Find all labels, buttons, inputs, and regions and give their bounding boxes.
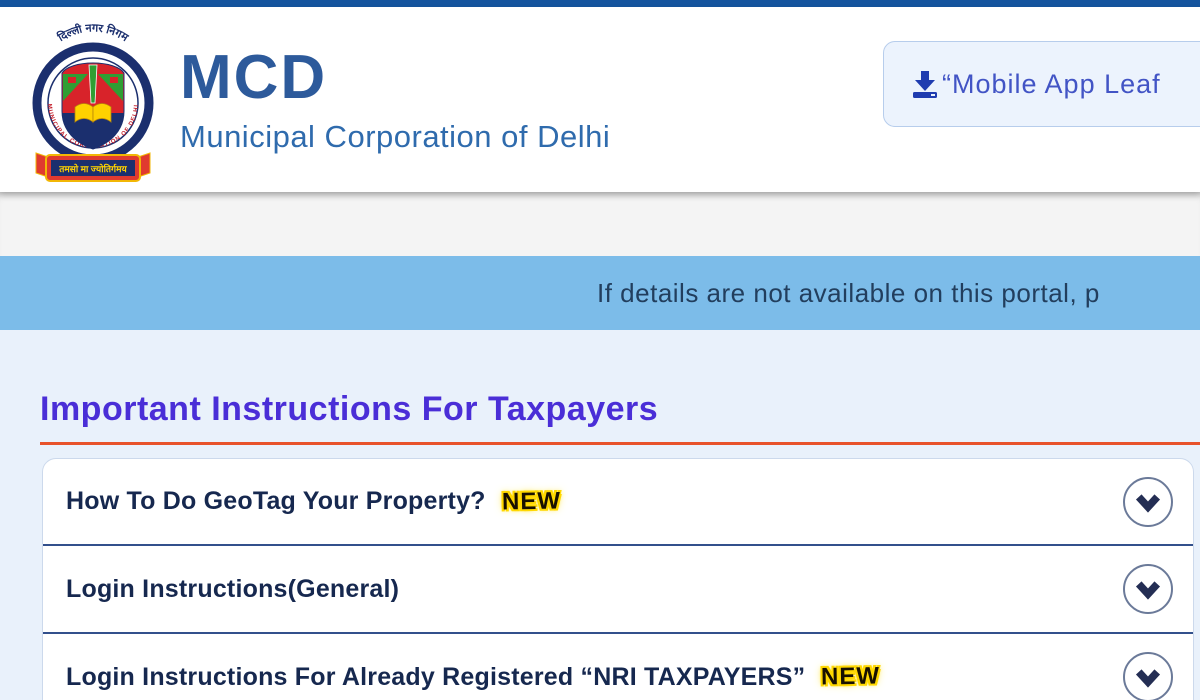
logo-minaret bbox=[88, 64, 98, 104]
instructions-accordion: How To Do GeoTag Your Property? NEW Logi… bbox=[42, 458, 1194, 700]
new-badge: NEW bbox=[501, 486, 561, 516]
chevron-down-icon bbox=[1135, 669, 1161, 688]
mobile-app-leaflet-button[interactable]: “Mobile App Leaf bbox=[883, 41, 1200, 127]
brand-subtitle: Municipal Corporation of Delhi bbox=[180, 119, 611, 154]
logo-book-right bbox=[92, 103, 112, 123]
chevron-down-icon bbox=[1135, 581, 1161, 600]
mobile-app-leaflet-label: “Mobile App Leaf bbox=[942, 68, 1161, 99]
accordion-item-nri-taxpayers[interactable]: Login Instructions For Already Registere… bbox=[43, 632, 1193, 700]
accordion-item-title: Login Instructions For Already Registere… bbox=[66, 662, 806, 691]
header-spacer-band bbox=[0, 192, 1200, 256]
expand-toggle-button[interactable] bbox=[1123, 652, 1173, 700]
logo-top-arc-text: दिल्ली नगर निगम bbox=[54, 21, 130, 44]
notice-text: If details are not available on this por… bbox=[597, 278, 1100, 308]
download-icon bbox=[913, 71, 937, 98]
top-accent-bar bbox=[0, 0, 1200, 7]
accordion-item-login-general[interactable]: Login Instructions(General) bbox=[43, 544, 1193, 632]
mcd-emblem-logo: दिल्ली नगर निगम MUNICIPAL CORPORATION OF… bbox=[32, 21, 154, 182]
accordion-item-geotag[interactable]: How To Do GeoTag Your Property? NEW bbox=[43, 459, 1193, 544]
brand-block: MCD Municipal Corporation of Delhi bbox=[180, 47, 610, 155]
title-underline bbox=[40, 442, 1200, 445]
expand-toggle-button[interactable] bbox=[1123, 476, 1173, 527]
scrolling-notice-bar: If details are not available on this por… bbox=[0, 256, 1200, 330]
page-title: Important Instructions For Taxpayers bbox=[40, 390, 659, 428]
site-header: दिल्ली नगर निगम MUNICIPAL CORPORATION OF… bbox=[0, 7, 1200, 192]
accordion-item-title: How To Do GeoTag Your Property? bbox=[66, 487, 486, 515]
chevron-down-icon bbox=[1135, 493, 1161, 513]
new-badge: NEW bbox=[821, 662, 881, 691]
expand-toggle-button[interactable] bbox=[1123, 564, 1173, 614]
brand-title: MCD bbox=[180, 43, 328, 112]
logo-ribbon-text: तमसो मा ज्योतिर्गमय bbox=[58, 163, 127, 174]
accordion-item-title: Login Instructions(General) bbox=[66, 574, 400, 603]
